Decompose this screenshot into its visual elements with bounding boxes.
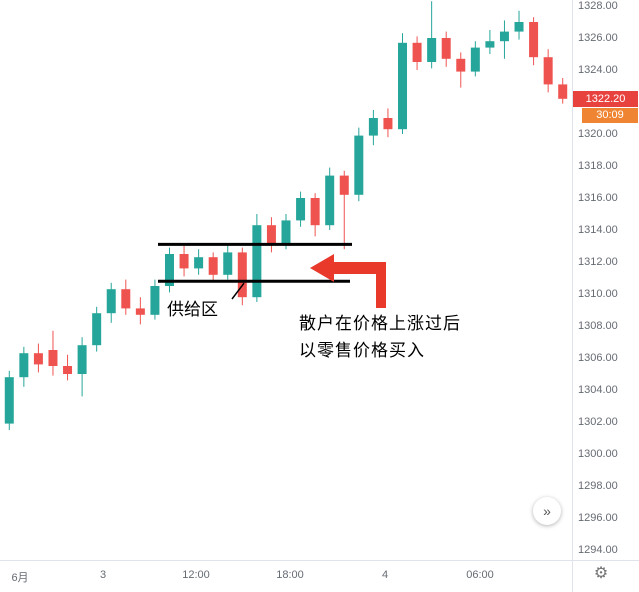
- annotation-note-line2: 以零售价格买入: [299, 341, 425, 360]
- supply-zone-label[interactable]: 供给区: [167, 300, 218, 319]
- settings-gear-icon[interactable]: ⚙: [593, 565, 609, 582]
- axis-separator-vertical: [572, 0, 573, 592]
- price-tick-label: 1302.00: [578, 416, 618, 428]
- price-tick-label: 1294.00: [578, 544, 618, 556]
- price-tick-label: 1296.00: [578, 512, 618, 524]
- price-tick-label: 1320.00: [578, 128, 618, 140]
- price-tick-label: 1306.00: [578, 352, 618, 364]
- annotation-note[interactable]: 散户在价格上涨过后 以零售价格买入: [299, 310, 461, 364]
- bar-countdown-badge: 30:09: [582, 107, 638, 123]
- time-tick-label: 6月: [11, 572, 29, 584]
- price-tick-label: 1310.00: [578, 288, 618, 300]
- price-tick-label: 1324.00: [578, 64, 618, 76]
- price-tick-label: 1300.00: [578, 448, 618, 460]
- price-axis[interactable]: 1328.00 1326.00 1324.00 1320.00 1318.00 1316.…: [572, 0, 639, 560]
- axis-separator-horizontal: [0, 560, 639, 561]
- price-tick-label: 1326.00: [578, 32, 618, 44]
- last-price-badge: 1322.20: [573, 90, 638, 107]
- annotation-note-line1: 散户在价格上涨过后: [299, 314, 461, 333]
- time-tick-label: 4: [381, 569, 389, 581]
- scroll-to-latest-button[interactable]: »: [533, 497, 561, 525]
- price-tick-label: 1328.00: [578, 0, 618, 12]
- time-tick-label: 3: [99, 569, 107, 581]
- price-tick-label: 1298.00: [578, 480, 618, 492]
- supply-zone-lines[interactable]: [158, 242, 352, 300]
- double-chevron-right-icon: »: [543, 503, 551, 519]
- time-axis[interactable]: 6月 3 12:00 18:00 4 06:00: [0, 561, 572, 592]
- price-tick-label: 1312.00: [578, 256, 618, 268]
- arrow-annotation[interactable]: [310, 254, 386, 308]
- price-tick-label: 1318.00: [578, 160, 618, 172]
- price-tick-label: 1314.00: [578, 224, 618, 236]
- time-tick-label: 12:00: [182, 569, 210, 581]
- candles-layer: [4, 1, 568, 430]
- price-tick-label: 1308.00: [578, 320, 618, 332]
- time-tick-label: 06:00: [466, 569, 494, 581]
- time-tick-label: 18:00: [276, 569, 304, 581]
- price-tick-label: 1316.00: [578, 192, 618, 204]
- price-tick-label: 1304.00: [578, 384, 618, 396]
